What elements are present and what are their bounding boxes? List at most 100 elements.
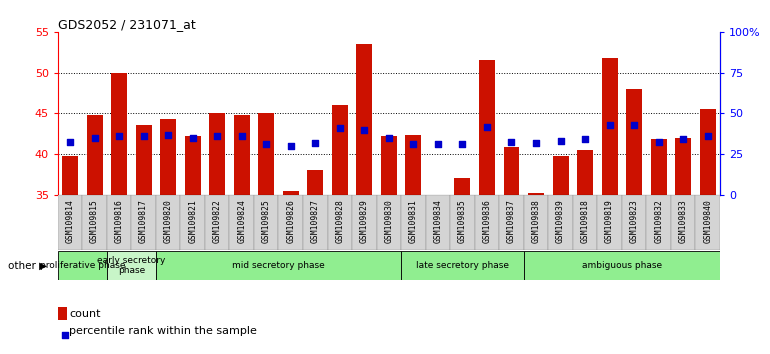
Text: GSM109826: GSM109826 [286,199,295,243]
Point [554,138,567,144]
Text: GSM109839: GSM109839 [556,199,565,243]
Text: GSM109836: GSM109836 [483,199,491,243]
Text: percentile rank within the sample: percentile rank within the sample [69,326,257,336]
Point [309,141,321,146]
Text: GSM109818: GSM109818 [581,199,590,243]
Point [64,139,76,144]
Text: GSM109840: GSM109840 [703,199,712,243]
Point [457,141,469,147]
Bar [695,195,720,250]
Bar [381,136,397,195]
Bar [136,126,152,195]
Point [701,133,714,139]
Point [579,137,591,142]
Text: GDS2052 / 231071_at: GDS2052 / 231071_at [58,18,196,31]
Bar [622,195,646,250]
Bar [58,195,82,250]
Bar [180,195,205,250]
Text: GSM109832: GSM109832 [654,199,663,243]
Text: GSM109833: GSM109833 [678,199,688,243]
Text: GSM109829: GSM109829 [360,199,369,243]
Bar [479,60,495,195]
Bar [454,178,470,195]
Bar [86,115,102,195]
Bar [450,195,474,250]
Text: GSM109824: GSM109824 [237,199,246,243]
Text: GSM109814: GSM109814 [65,199,75,243]
Bar [405,135,421,195]
Bar [377,195,401,250]
Point [480,124,493,130]
Bar [258,113,274,195]
Bar [205,195,229,250]
Bar [548,195,573,250]
Bar [209,113,225,195]
Bar [426,195,450,250]
Bar [303,195,327,250]
Point [383,135,395,141]
Point [129,280,142,286]
Point [652,139,665,144]
Text: mid secretory phase: mid secretory phase [232,261,325,270]
Bar [524,251,720,280]
Bar [327,195,352,250]
Text: GSM109835: GSM109835 [458,199,467,243]
Point [236,133,248,139]
Bar [528,193,544,195]
Bar [279,195,303,250]
Bar [577,150,593,195]
Text: GSM109815: GSM109815 [90,199,99,243]
Point [530,141,542,146]
Point [260,141,273,147]
Text: GSM109825: GSM109825 [262,199,271,243]
Bar [234,115,249,195]
Bar [646,195,671,250]
Bar [352,195,377,250]
Text: GSM109819: GSM109819 [605,199,614,243]
Point [162,132,174,138]
Bar [474,195,499,250]
Bar [307,170,323,195]
Bar [504,148,520,195]
Bar [58,251,107,280]
Bar [626,89,642,195]
Point [604,123,616,129]
Bar [598,195,622,250]
Text: early secretory
phase: early secretory phase [97,256,166,275]
Point [407,141,420,147]
Text: count: count [69,309,101,319]
Bar [111,73,127,195]
Bar [671,195,695,250]
Text: GSM109828: GSM109828 [335,199,344,243]
Text: ambiguous phase: ambiguous phase [582,261,662,270]
Bar [401,195,426,250]
Bar [553,156,568,195]
Text: GSM109834: GSM109834 [434,199,443,243]
Bar [499,195,524,250]
Point [211,133,223,139]
Point [505,139,517,144]
Bar [700,109,715,195]
Text: other ▶: other ▶ [8,261,47,270]
Bar [601,58,618,195]
Point [333,125,346,131]
Point [137,133,149,139]
Text: late secretory phase: late secretory phase [416,261,509,270]
Bar [132,195,156,250]
Bar [160,119,176,195]
Text: GSM109817: GSM109817 [139,199,148,243]
Bar [185,136,201,195]
Text: GSM109823: GSM109823 [630,199,638,243]
Bar [524,195,548,250]
Bar [229,195,254,250]
Bar [675,138,691,195]
Bar [332,105,348,195]
Text: proliferative phase: proliferative phase [39,261,125,270]
Bar [107,195,132,250]
Bar [651,139,667,195]
Text: GSM109838: GSM109838 [531,199,541,243]
Text: GSM109837: GSM109837 [507,199,516,243]
Point [89,135,101,141]
Bar [283,190,299,195]
Bar [156,251,401,280]
